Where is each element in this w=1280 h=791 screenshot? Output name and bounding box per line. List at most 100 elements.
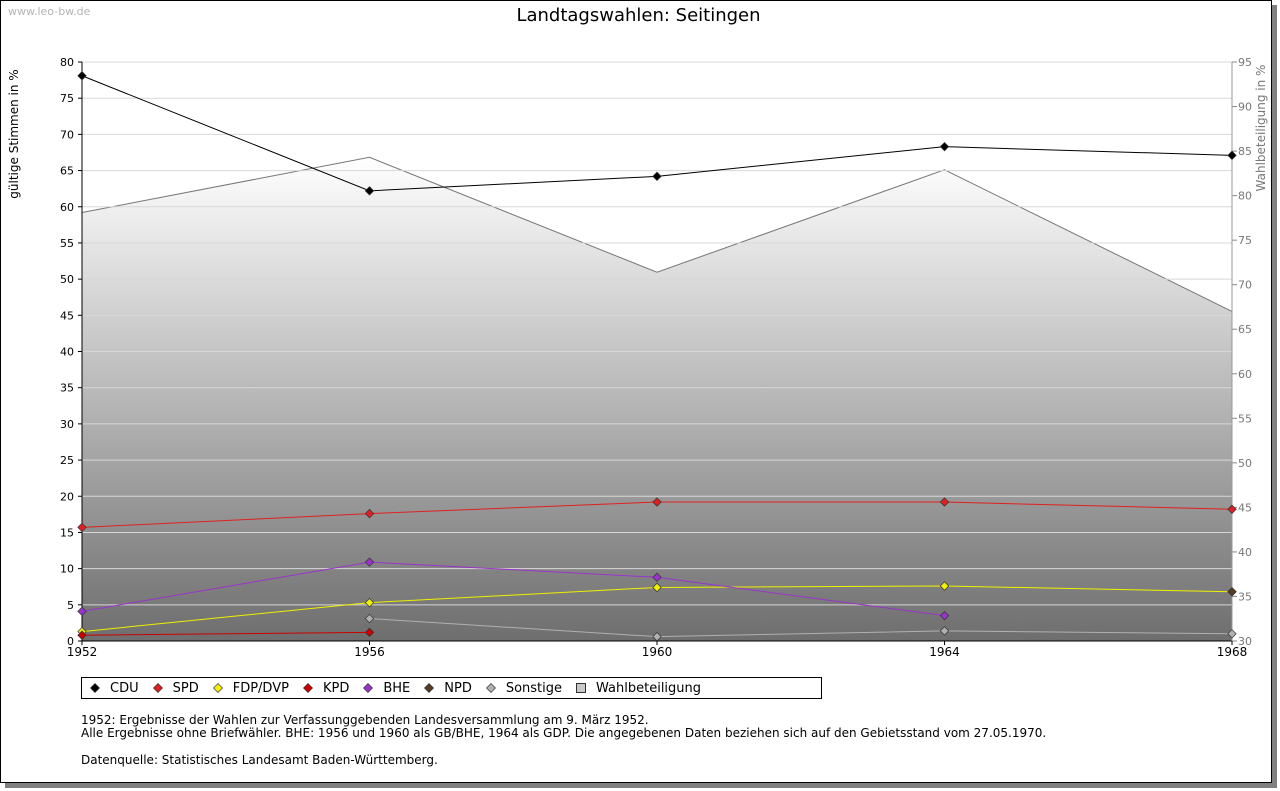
series-line-bhe bbox=[81, 561, 945, 617]
x-tick-label: 1960 bbox=[642, 645, 673, 659]
legend-label: CDU bbox=[110, 680, 139, 696]
x-tick-label: 1956 bbox=[354, 645, 385, 659]
y-tick-label: 55 bbox=[60, 237, 74, 250]
y-tick-label: 15 bbox=[60, 526, 74, 539]
data-point-spd[interactable] bbox=[364, 508, 375, 519]
y-tick-label: 80 bbox=[60, 56, 74, 69]
x-tick-label: 1952 bbox=[67, 645, 98, 659]
y-tick-label: 65 bbox=[60, 165, 74, 178]
legend-label: NPD bbox=[444, 680, 472, 696]
y2-tick-label: 50 bbox=[1238, 457, 1252, 470]
legend-marker-icon bbox=[576, 683, 587, 693]
legend-item-npd[interactable]: NPD bbox=[424, 681, 472, 696]
y2-axis-label: Wahlbeteiligung in % bbox=[1254, 65, 1268, 192]
turnout-area bbox=[82, 157, 1232, 641]
data-point-spd[interactable] bbox=[652, 497, 662, 507]
series-line-sonstige bbox=[369, 618, 1233, 638]
data-point-kpd[interactable] bbox=[77, 630, 87, 640]
y-tick-label: 0 bbox=[67, 635, 74, 648]
turnout-line bbox=[81, 156, 1233, 312]
legend-marker-icon bbox=[212, 683, 223, 693]
legend-item-cdu[interactable]: CDU bbox=[90, 681, 139, 696]
legend-item-fdp-dvp[interactable]: FDP/DVP bbox=[212, 680, 289, 696]
data-point-sonstige[interactable] bbox=[364, 613, 375, 624]
x-tick-label: 1964 bbox=[929, 645, 960, 659]
y-tick-label: 10 bbox=[60, 563, 74, 576]
y2-tick-label: 80 bbox=[1238, 190, 1252, 203]
data-point-cdu[interactable] bbox=[939, 141, 950, 152]
y2-tick-label: 45 bbox=[1238, 501, 1252, 514]
data-point-bhe[interactable] bbox=[364, 557, 375, 567]
data-point-bhe[interactable] bbox=[939, 610, 950, 621]
y-tick-label: 20 bbox=[60, 490, 74, 503]
legend-label: BHE bbox=[383, 680, 411, 696]
y2-tick-label: 70 bbox=[1238, 279, 1252, 292]
legend-label: SPD bbox=[172, 680, 199, 696]
y-tick-label: 5 bbox=[67, 599, 74, 612]
data-point-kpd[interactable] bbox=[364, 627, 375, 638]
y2-tick-label: 75 bbox=[1238, 234, 1252, 247]
chart-plot: 0 5 10 15 20 25 30 35 40 45 50 55 60 65 70 75 80 30 35 40 45… bbox=[7, 56, 1268, 659]
y2-tick-label: 40 bbox=[1238, 546, 1252, 559]
legend-label: FDP/DVP bbox=[232, 680, 289, 696]
y2-tick-label: 65 bbox=[1238, 323, 1252, 336]
y-tick-label: 40 bbox=[60, 346, 74, 359]
y2-tick-label: 55 bbox=[1238, 412, 1252, 425]
y2-tick-label: 35 bbox=[1238, 590, 1252, 603]
data-point-spd[interactable] bbox=[1227, 504, 1237, 514]
data-point-fdp-dvp[interactable] bbox=[652, 582, 662, 593]
y-tick-label: 30 bbox=[60, 418, 74, 431]
y2-tick-label: 60 bbox=[1238, 368, 1252, 381]
data-point-fdp-dvp[interactable] bbox=[939, 581, 950, 591]
chart-legend: CDU SPD FDP/DVP KPD BHE NPD Sonstige Wahlbeteil… bbox=[81, 677, 822, 699]
data-point-cdu[interactable] bbox=[1227, 150, 1237, 161]
y-tick-label: 70 bbox=[60, 128, 74, 141]
legend-item-kpd[interactable]: KPD bbox=[302, 680, 350, 696]
y-tick-label: 50 bbox=[60, 273, 74, 286]
y-tick-label: 75 bbox=[60, 92, 74, 105]
data-point-sonstige[interactable] bbox=[652, 631, 662, 642]
y-tick-label: 25 bbox=[60, 454, 74, 467]
data-point-bhe[interactable] bbox=[652, 572, 662, 583]
chart-title: Landtagswahlen: Seitingen bbox=[516, 5, 761, 26]
data-point-spd[interactable] bbox=[939, 497, 950, 507]
legend-label: Wahlbeteiligung bbox=[596, 680, 702, 696]
footnote-2: Alle Ergebnisse ohne Briefwähler. BHE: 1… bbox=[81, 726, 1047, 740]
footnotes: 1952: Ergebnisse der Wahlen zur Verfassu… bbox=[81, 714, 1046, 740]
data-point-sonstige[interactable] bbox=[1227, 629, 1237, 639]
x-tick-label: 1968 bbox=[1217, 645, 1248, 659]
data-point-spd[interactable] bbox=[77, 522, 87, 533]
y-tick-label: 45 bbox=[60, 309, 74, 322]
legend-marker-icon bbox=[152, 683, 163, 693]
data-source: Datenquelle: Statistisches Landesamt Bad… bbox=[81, 753, 438, 767]
y2-tick-label: 85 bbox=[1238, 145, 1252, 158]
legend-item-bhe[interactable]: BHE bbox=[363, 681, 410, 696]
legend-marker-icon bbox=[424, 683, 435, 693]
legend-label: KPD bbox=[322, 680, 350, 696]
y2-tick-label: 30 bbox=[1238, 635, 1252, 648]
footnote-1: 1952: Ergebnisse der Wahlen zur Verfassu… bbox=[81, 713, 649, 727]
data-point-sonstige[interactable] bbox=[939, 626, 950, 636]
series-line-kpd bbox=[81, 631, 370, 636]
data-point-bhe[interactable] bbox=[77, 606, 87, 617]
data-point-cdu[interactable] bbox=[364, 186, 375, 196]
y-axis-label: gültige Stimmen in % bbox=[7, 69, 21, 198]
legend-marker-icon bbox=[90, 683, 100, 693]
legend-item-wahlbeteiligung[interactable]: Wahlbeteiligung bbox=[576, 681, 701, 696]
legend-item-sonstige[interactable]: Sonstige bbox=[485, 680, 563, 696]
legend-marker-icon bbox=[485, 683, 496, 693]
legend-item-spd[interactable]: SPD bbox=[152, 680, 199, 696]
data-point-fdp-dvp[interactable] bbox=[364, 597, 375, 608]
legend-marker-icon bbox=[363, 683, 374, 693]
site-label[interactable]: www.leo-bw.de bbox=[8, 5, 91, 18]
y2-tick-label: 95 bbox=[1238, 56, 1252, 69]
legend-marker-icon bbox=[302, 683, 313, 693]
data-point-npd[interactable] bbox=[1227, 587, 1237, 597]
y-tick-label: 35 bbox=[60, 382, 74, 395]
y2-tick-label: 90 bbox=[1238, 101, 1252, 114]
data-point-cdu[interactable] bbox=[652, 171, 662, 182]
data-point-cdu[interactable] bbox=[77, 71, 87, 81]
legend-label: Sonstige bbox=[505, 680, 563, 696]
y-tick-label: 60 bbox=[60, 201, 74, 214]
